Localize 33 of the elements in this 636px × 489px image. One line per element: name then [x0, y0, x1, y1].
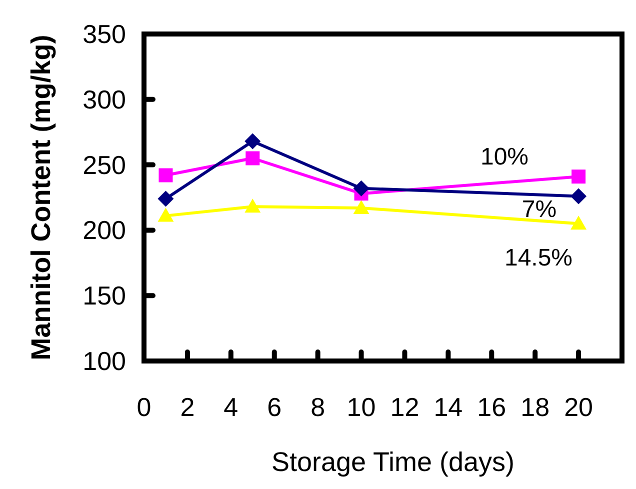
point — [158, 190, 174, 207]
x-axis-title: Storage Time (days) — [271, 447, 515, 477]
point — [244, 133, 261, 150]
point — [244, 198, 261, 213]
x-tick-label: 8 — [310, 392, 326, 422]
point — [572, 170, 586, 184]
y-tick-label: 200 — [82, 215, 126, 246]
y-tick-label: 250 — [82, 150, 126, 180]
point — [570, 216, 587, 230]
x-tick-label: 20 — [564, 392, 594, 422]
point — [246, 151, 260, 166]
y-tick-label: 100 — [82, 346, 126, 376]
series-label: 14.5% — [504, 244, 573, 272]
x-tick-label: 4 — [224, 392, 238, 422]
series-label: 7% — [522, 196, 557, 224]
x-tick-label: 6 — [267, 392, 282, 422]
point — [353, 200, 370, 214]
x-tick-label: 2 — [180, 392, 195, 422]
y-tick-label: 300 — [82, 84, 126, 114]
x-tick-label: 18 — [520, 392, 550, 422]
point — [353, 180, 370, 196]
y-axis-title: Mannitol Content (mg/kg) — [26, 34, 56, 360]
point — [158, 168, 173, 182]
point — [158, 208, 174, 222]
y-tick-label: 150 — [82, 280, 126, 311]
x-tick-label: 14 — [434, 392, 463, 422]
x-tick-label: 16 — [477, 392, 506, 422]
x-tick-label: 0 — [136, 392, 152, 422]
y-tick-label: 350 — [82, 19, 126, 49]
x-tick-label: 10 — [346, 392, 376, 422]
point — [570, 188, 587, 204]
x-tick-label: 12 — [390, 392, 420, 422]
series-label: 10% — [480, 144, 529, 171]
